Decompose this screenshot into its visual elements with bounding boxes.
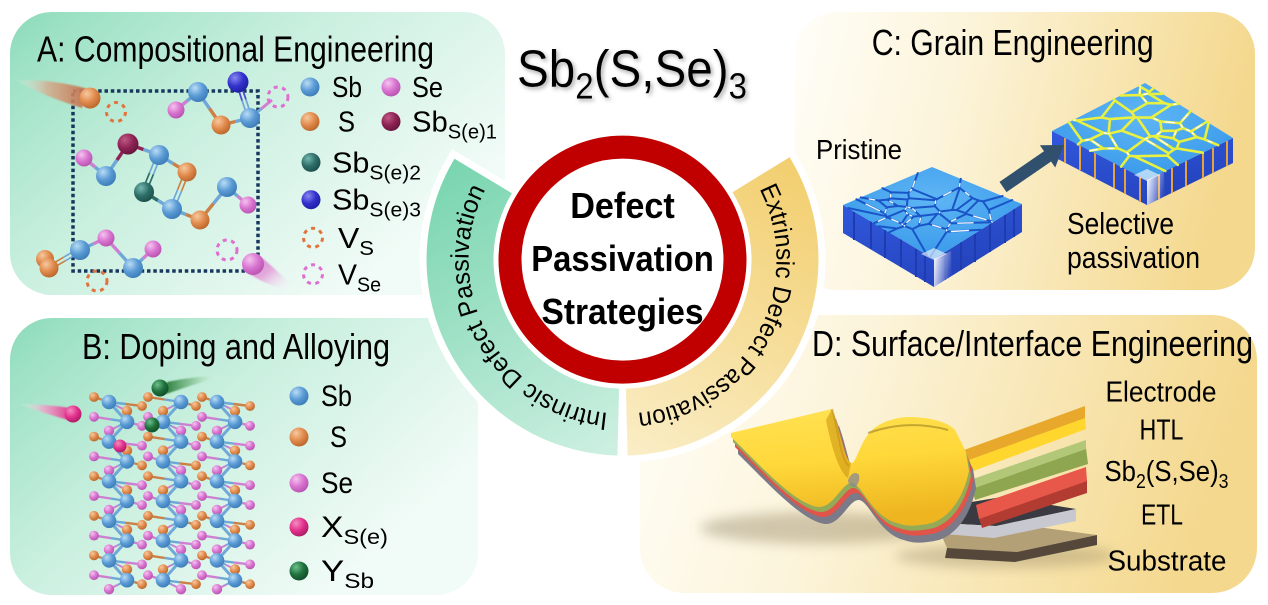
- svg-text:Strategies: Strategies: [542, 291, 704, 332]
- svg-text:S: S: [338, 107, 355, 139]
- svg-text:Defect: Defect: [570, 185, 675, 226]
- svg-text:Sb2(S,Se)3: Sb2(S,Se)3: [517, 41, 747, 107]
- svg-text:Passivation: Passivation: [531, 238, 714, 279]
- svg-text:D: Surface/Interface Engineeri: D: Surface/Interface Engineering: [812, 323, 1253, 364]
- svg-text:Sb: Sb: [332, 72, 362, 104]
- svg-text:S: S: [330, 421, 347, 454]
- svg-text:Se: Se: [412, 72, 443, 104]
- svg-text:C: Grain Engineering: C: Grain Engineering: [872, 22, 1154, 63]
- svg-text:Electrode: Electrode: [1106, 377, 1217, 409]
- svg-text:B: Doping and Alloying: B: Doping and Alloying: [82, 326, 390, 367]
- svg-text:ETL: ETL: [1141, 500, 1183, 532]
- svg-text:Se: Se: [321, 467, 353, 500]
- svg-text:Substrate: Substrate: [1108, 545, 1227, 577]
- svg-text:Pristine: Pristine: [816, 134, 902, 165]
- svg-text:A: Compositional Engineering: A: Compositional Engineering: [37, 29, 434, 70]
- svg-text:Sb2(S,Se)3: Sb2(S,Se)3: [1105, 456, 1229, 493]
- svg-text:Selective: Selective: [1067, 206, 1174, 241]
- svg-text:HTL: HTL: [1140, 414, 1184, 446]
- svg-text:Sb: Sb: [321, 380, 352, 413]
- svg-text:passivation: passivation: [1067, 240, 1200, 275]
